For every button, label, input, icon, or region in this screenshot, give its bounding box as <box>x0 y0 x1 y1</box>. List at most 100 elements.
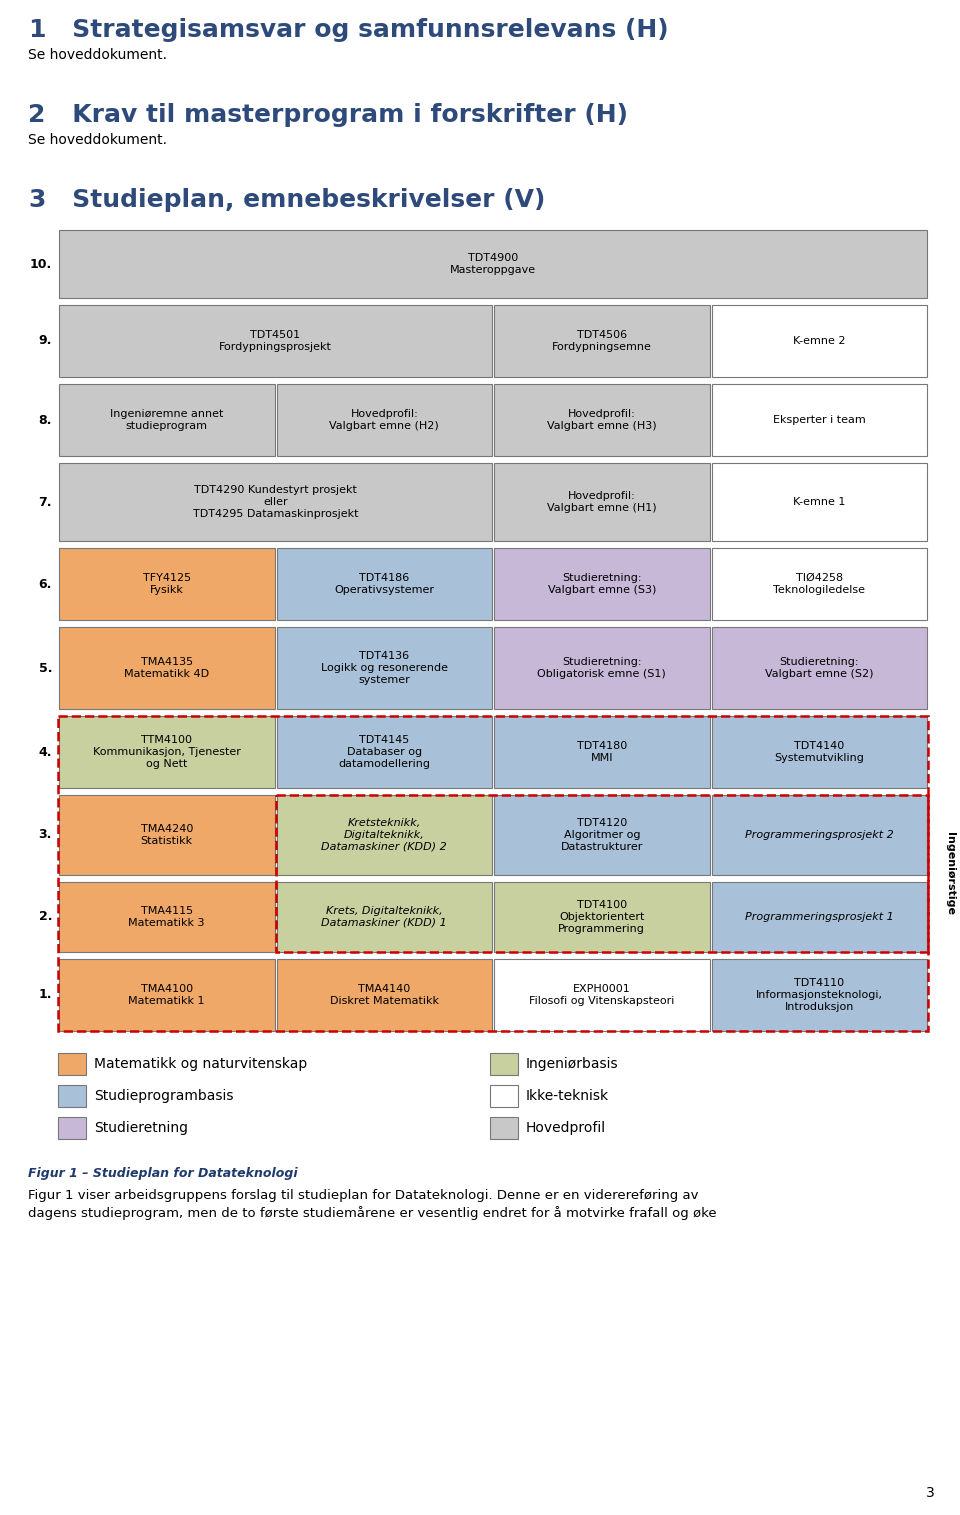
Text: TDT4501
Fordypningsprosjekt: TDT4501 Fordypningsprosjekt <box>219 330 332 351</box>
FancyBboxPatch shape <box>59 882 275 951</box>
Text: 10.: 10. <box>30 258 52 271</box>
FancyBboxPatch shape <box>711 717 927 788</box>
Text: 3: 3 <box>28 188 45 212</box>
Text: K-emne 1: K-emne 1 <box>793 497 846 508</box>
Text: Studieretning: Studieretning <box>94 1121 188 1135</box>
Text: TDT4900
Masteroppgave: TDT4900 Masteroppgave <box>450 253 536 274</box>
Text: TDT4180
MMI: TDT4180 MMI <box>577 741 627 762</box>
Text: TIØ4258
Teknologiledelse: TIØ4258 Teknologiledelse <box>773 573 865 595</box>
Text: TMA4140
Diskret Matematikk: TMA4140 Diskret Matematikk <box>329 985 439 1006</box>
Text: 5.: 5. <box>38 662 52 674</box>
FancyBboxPatch shape <box>711 464 927 541</box>
Text: Studieretning:
Obligatorisk emne (S1): Studieretning: Obligatorisk emne (S1) <box>538 658 666 679</box>
FancyBboxPatch shape <box>711 959 927 1032</box>
Text: Ingeniøremne annet
studieprogram: Ingeniøremne annet studieprogram <box>110 409 224 430</box>
Text: Ikke-teknisk: Ikke-teknisk <box>526 1089 610 1103</box>
FancyBboxPatch shape <box>490 1117 518 1139</box>
FancyBboxPatch shape <box>58 1085 86 1107</box>
FancyBboxPatch shape <box>711 548 927 620</box>
Text: Studieretning:
Valgbart emne (S2): Studieretning: Valgbart emne (S2) <box>765 658 874 679</box>
Bar <box>276 795 928 951</box>
Text: 6.: 6. <box>38 577 52 591</box>
Text: Matematikk og naturvitenskap: Matematikk og naturvitenskap <box>94 1057 307 1071</box>
Text: Figur 1 viser arbeidsgruppens forslag til studieplan for Datateknologi. Denne er: Figur 1 viser arbeidsgruppens forslag ti… <box>28 1189 716 1221</box>
FancyBboxPatch shape <box>59 548 275 620</box>
Text: Figur 1 – Studieplan for Datateknologi: Figur 1 – Studieplan for Datateknologi <box>28 1167 298 1180</box>
Text: TFY4125
Fysikk: TFY4125 Fysikk <box>143 573 191 595</box>
Text: TTM4100
Kommunikasjon, Tjenester
og Nett: TTM4100 Kommunikasjon, Tjenester og Nett <box>93 735 241 768</box>
Text: TMA4100
Matematikk 1: TMA4100 Matematikk 1 <box>129 985 205 1006</box>
FancyBboxPatch shape <box>59 230 927 298</box>
Text: 9.: 9. <box>38 335 52 347</box>
Text: TDT4120
Algoritmer og
Datastrukturer: TDT4120 Algoritmer og Datastrukturer <box>561 818 643 851</box>
Text: K-emne 2: K-emne 2 <box>793 336 846 345</box>
FancyBboxPatch shape <box>494 548 709 620</box>
FancyBboxPatch shape <box>276 548 492 620</box>
Text: Hovedprofil:
Valgbart emne (H2): Hovedprofil: Valgbart emne (H2) <box>329 409 439 430</box>
Text: Kretsteknikk,
Digitalteknikk,
Datamaskiner (KDD) 2: Kretsteknikk, Digitalteknikk, Datamaskin… <box>322 818 447 851</box>
Text: TDT4145
Databaser og
datamodellering: TDT4145 Databaser og datamodellering <box>338 735 430 768</box>
Text: TMA4240
Statistikk: TMA4240 Statistikk <box>140 824 193 845</box>
Text: Eksperter i team: Eksperter i team <box>773 415 866 426</box>
FancyBboxPatch shape <box>59 717 275 788</box>
FancyBboxPatch shape <box>58 1053 86 1076</box>
Text: TDT4100
Objektorientert
Programmering: TDT4100 Objektorientert Programmering <box>559 900 645 933</box>
Text: Programmeringsprosjekt 2: Programmeringsprosjekt 2 <box>745 830 894 839</box>
Text: Studieretning:
Valgbart emne (S3): Studieretning: Valgbart emne (S3) <box>547 573 656 595</box>
FancyBboxPatch shape <box>494 627 709 709</box>
Text: TMA4115
Matematikk 3: TMA4115 Matematikk 3 <box>129 906 205 927</box>
FancyBboxPatch shape <box>59 627 275 709</box>
Text: TDT4136
Logikk og resonerende
systemer: TDT4136 Logikk og resonerende systemer <box>321 651 447 685</box>
Text: 2.: 2. <box>38 911 52 924</box>
Text: Strategisamsvar og samfunnsrelevans (H): Strategisamsvar og samfunnsrelevans (H) <box>46 18 668 42</box>
Text: 8.: 8. <box>38 414 52 427</box>
Text: Ingeniørstige: Ingeniørstige <box>945 832 955 915</box>
Text: EXPH0001
Filosofi og Vitenskapsteori: EXPH0001 Filosofi og Vitenskapsteori <box>529 985 675 1006</box>
FancyBboxPatch shape <box>276 959 492 1032</box>
FancyBboxPatch shape <box>276 383 492 456</box>
FancyBboxPatch shape <box>276 882 492 951</box>
FancyBboxPatch shape <box>494 795 709 876</box>
Bar <box>58 717 928 1032</box>
FancyBboxPatch shape <box>711 795 927 876</box>
Text: Hovedprofil: Hovedprofil <box>526 1121 606 1135</box>
Text: Studieprogrambasis: Studieprogrambasis <box>94 1089 233 1103</box>
Text: Programmeringsprosjekt 1: Programmeringsprosjekt 1 <box>745 912 894 923</box>
Text: TDT4186
Operativsystemer: TDT4186 Operativsystemer <box>334 573 434 595</box>
FancyBboxPatch shape <box>711 627 927 709</box>
Text: 7.: 7. <box>38 495 52 509</box>
FancyBboxPatch shape <box>276 717 492 788</box>
FancyBboxPatch shape <box>490 1085 518 1107</box>
Text: Ingeniørbasis: Ingeniørbasis <box>526 1057 618 1071</box>
Text: TDT4140
Systemutvikling: TDT4140 Systemutvikling <box>775 741 864 762</box>
FancyBboxPatch shape <box>59 305 492 377</box>
FancyBboxPatch shape <box>494 464 709 541</box>
FancyBboxPatch shape <box>276 627 492 709</box>
Text: TMA4135
Matematikk 4D: TMA4135 Matematikk 4D <box>124 658 209 679</box>
Text: Krets, Digitalteknikk,
Datamaskiner (KDD) 1: Krets, Digitalteknikk, Datamaskiner (KDD… <box>322 906 447 927</box>
FancyBboxPatch shape <box>494 305 709 377</box>
Text: 1: 1 <box>28 18 45 42</box>
Text: TDT4110
Informasjonsteknologi,
Introduksjon: TDT4110 Informasjonsteknologi, Introduks… <box>756 979 883 1012</box>
Text: 2: 2 <box>28 103 45 127</box>
FancyBboxPatch shape <box>276 795 492 876</box>
Text: Hovedprofil:
Valgbart emne (H1): Hovedprofil: Valgbart emne (H1) <box>547 491 657 512</box>
FancyBboxPatch shape <box>711 305 927 377</box>
Text: Se hoveddokument.: Se hoveddokument. <box>28 48 167 62</box>
FancyBboxPatch shape <box>494 383 709 456</box>
Text: Krav til masterprogram i forskrifter (H): Krav til masterprogram i forskrifter (H) <box>46 103 628 127</box>
FancyBboxPatch shape <box>490 1053 518 1076</box>
Text: TDT4290 Kundestyrt prosjekt
eller
TDT4295 Datamaskinprosjekt: TDT4290 Kundestyrt prosjekt eller TDT429… <box>193 485 358 518</box>
FancyBboxPatch shape <box>711 882 927 951</box>
Text: 3.: 3. <box>38 829 52 841</box>
FancyBboxPatch shape <box>58 1117 86 1139</box>
Text: 4.: 4. <box>38 745 52 759</box>
Text: Hovedprofil:
Valgbart emne (H3): Hovedprofil: Valgbart emne (H3) <box>547 409 657 430</box>
FancyBboxPatch shape <box>59 383 275 456</box>
FancyBboxPatch shape <box>59 464 492 541</box>
FancyBboxPatch shape <box>711 383 927 456</box>
FancyBboxPatch shape <box>494 882 709 951</box>
FancyBboxPatch shape <box>494 959 709 1032</box>
Text: Se hoveddokument.: Se hoveddokument. <box>28 133 167 147</box>
FancyBboxPatch shape <box>59 795 275 876</box>
